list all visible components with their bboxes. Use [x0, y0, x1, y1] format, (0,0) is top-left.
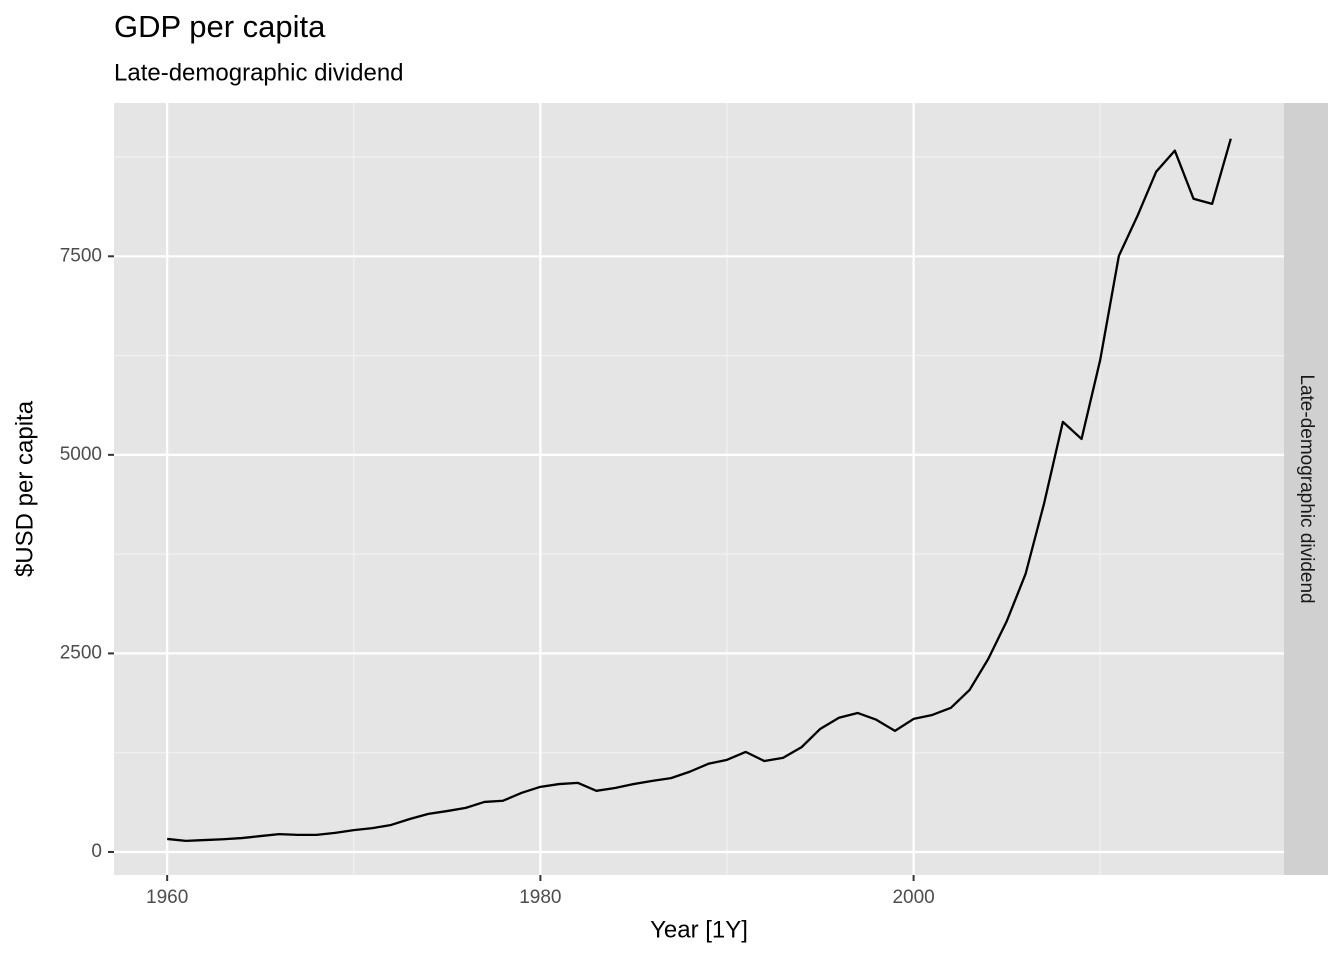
y-tick-label: 2500: [60, 642, 102, 663]
facet-label: Late-demographic dividend: [1296, 374, 1317, 603]
y-tick-label: 7500: [60, 245, 102, 266]
x-tick-label: 1980: [519, 887, 561, 908]
x-tick-label: 1960: [146, 887, 188, 908]
line: [167, 138, 1232, 842]
x-axis-title: Year [1Y]: [650, 916, 748, 943]
y-tick-label: 5000: [60, 444, 102, 465]
panel: [114, 103, 1284, 875]
x-tick-label: 2000: [892, 887, 934, 908]
y-axis-title: $USD per capita: [11, 400, 38, 577]
chart-title: GDP per capita: [114, 9, 326, 44]
facet-strip: [1284, 103, 1328, 875]
chart-subtitle: Late-demographic dividend: [114, 59, 404, 86]
y-tick-label: 0: [91, 841, 102, 862]
